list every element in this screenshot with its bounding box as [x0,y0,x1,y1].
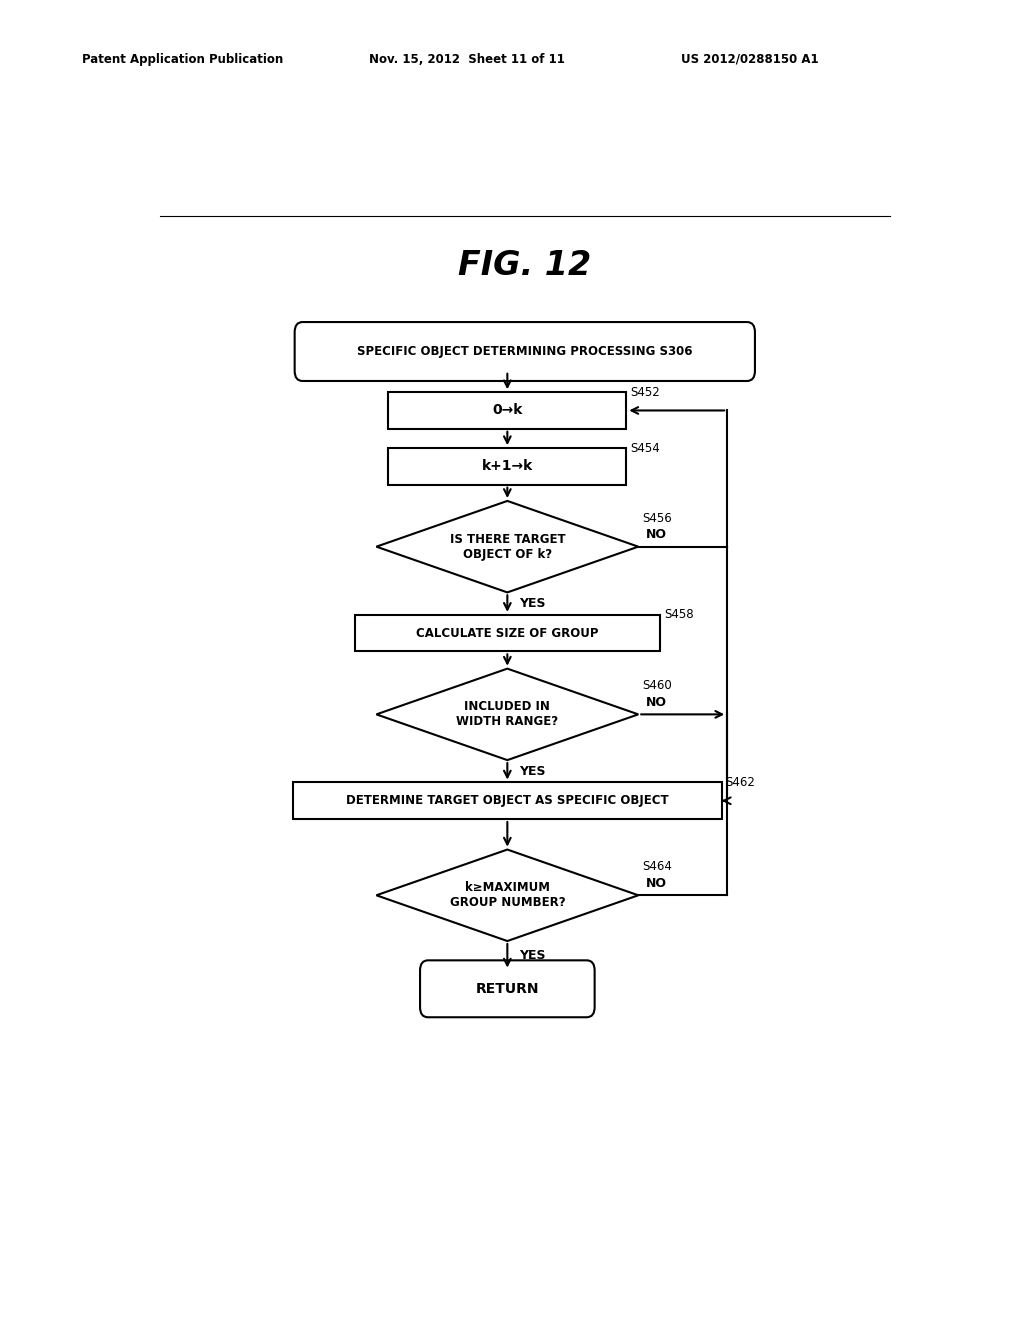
Text: NO: NO [646,696,668,709]
Text: S464: S464 [642,861,672,874]
FancyBboxPatch shape [295,322,755,381]
Text: YES: YES [519,949,546,962]
Text: NO: NO [646,528,668,541]
Bar [388,447,627,484]
Text: RETURN: RETURN [475,982,539,995]
Text: 0→k: 0→k [493,404,522,417]
Text: S458: S458 [665,609,693,622]
Text: INCLUDED IN
WIDTH RANGE?: INCLUDED IN WIDTH RANGE? [457,701,558,729]
Text: S456: S456 [642,512,672,525]
FancyBboxPatch shape [420,961,595,1018]
Text: US 2012/0288150 A1: US 2012/0288150 A1 [681,53,818,66]
Text: DETERMINE TARGET OBJECT AS SPECIFIC OBJECT: DETERMINE TARGET OBJECT AS SPECIFIC OBJE… [346,795,669,808]
Bar [388,392,627,429]
Text: NO: NO [646,876,668,890]
Text: YES: YES [519,764,546,777]
Text: SPECIFIC OBJECT DETERMINING PROCESSING S306: SPECIFIC OBJECT DETERMINING PROCESSING S… [357,345,692,358]
Bar [293,783,722,818]
Text: k+1→k: k+1→k [481,459,532,474]
Text: Patent Application Publication: Patent Application Publication [82,53,284,66]
Text: CALCULATE SIZE OF GROUP: CALCULATE SIZE OF GROUP [416,627,599,640]
Text: S462: S462 [726,776,756,789]
Text: S454: S454 [631,442,660,454]
Polygon shape [377,850,638,941]
Text: Nov. 15, 2012  Sheet 11 of 11: Nov. 15, 2012 Sheet 11 of 11 [369,53,564,66]
Text: FIG. 12: FIG. 12 [458,248,592,281]
Polygon shape [377,669,638,760]
Text: S452: S452 [631,385,660,399]
Text: S460: S460 [642,680,672,693]
Polygon shape [377,500,638,593]
Bar [354,615,660,651]
Text: IS THERE TARGET
OBJECT OF k?: IS THERE TARGET OBJECT OF k? [450,533,565,561]
Text: k≥MAXIMUM
GROUP NUMBER?: k≥MAXIMUM GROUP NUMBER? [450,882,565,909]
Text: YES: YES [519,597,546,610]
